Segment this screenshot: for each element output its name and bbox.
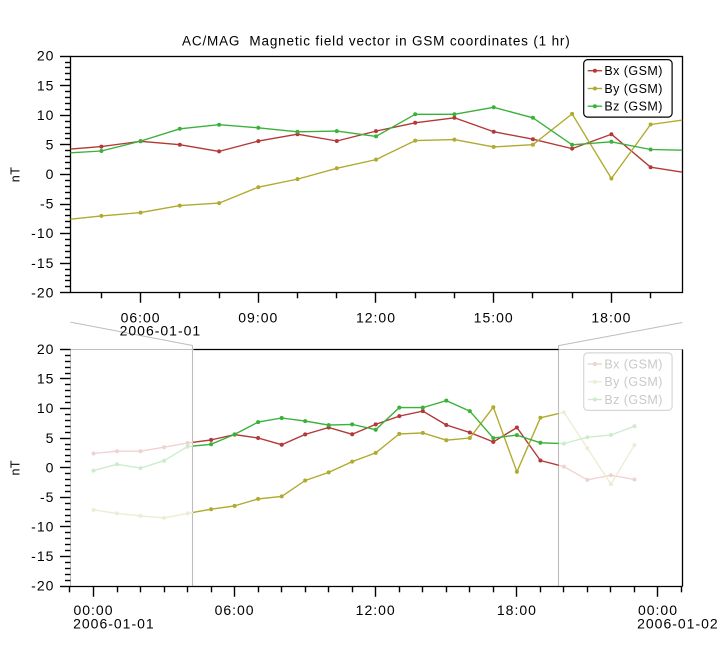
svg-text:-15: -15 [31,548,54,564]
svg-text:12:00: 12:00 [356,309,396,325]
svg-text:2006-01-01: 2006-01-01 [120,323,202,339]
svg-text:10: 10 [37,400,55,416]
svg-text:09:00: 09:00 [238,309,278,325]
svg-text:-15: -15 [31,255,54,271]
svg-text:-5: -5 [40,489,54,505]
svg-text:5: 5 [46,137,55,153]
svg-text:00:00: 00:00 [638,602,678,618]
svg-text:By (GSM): By (GSM) [604,375,662,389]
svg-text:10: 10 [37,107,55,123]
svg-text:nT: nT [9,460,23,476]
svg-text:0: 0 [46,166,55,182]
svg-text:-20: -20 [31,578,54,594]
svg-text:-20: -20 [31,284,54,300]
svg-text:Bx (GSM): Bx (GSM) [604,64,662,78]
svg-text:-5: -5 [40,196,54,212]
svg-text:nT: nT [9,167,23,183]
svg-text:By (GSM): By (GSM) [604,82,662,96]
svg-text:0: 0 [46,459,55,475]
svg-text:Bx (GSM): Bx (GSM) [604,357,662,371]
svg-text:AC/MAG Magnetic field vector: AC/MAG Magnetic field vector in GSM coor… [182,33,571,48]
svg-text:-10: -10 [31,225,54,241]
svg-text:Bz (GSM): Bz (GSM) [604,100,662,114]
svg-text:15:00: 15:00 [474,309,514,325]
svg-text:Bz (GSM): Bz (GSM) [604,393,662,407]
svg-text:00:00: 00:00 [73,602,113,618]
svg-text:06:00: 06:00 [121,309,161,325]
svg-text:15: 15 [37,77,55,93]
svg-text:12:00: 12:00 [356,602,396,618]
svg-text:-10: -10 [31,519,54,535]
svg-text:20: 20 [37,341,55,357]
svg-text:18:00: 18:00 [497,602,537,618]
svg-text:06:00: 06:00 [215,602,255,618]
svg-text:2006-01-01: 2006-01-01 [73,616,155,632]
svg-text:2006-01-02: 2006-01-02 [637,616,719,632]
svg-text:5: 5 [46,430,55,446]
svg-text:18:00: 18:00 [591,309,631,325]
svg-text:15: 15 [37,371,55,387]
svg-text:20: 20 [37,48,55,64]
